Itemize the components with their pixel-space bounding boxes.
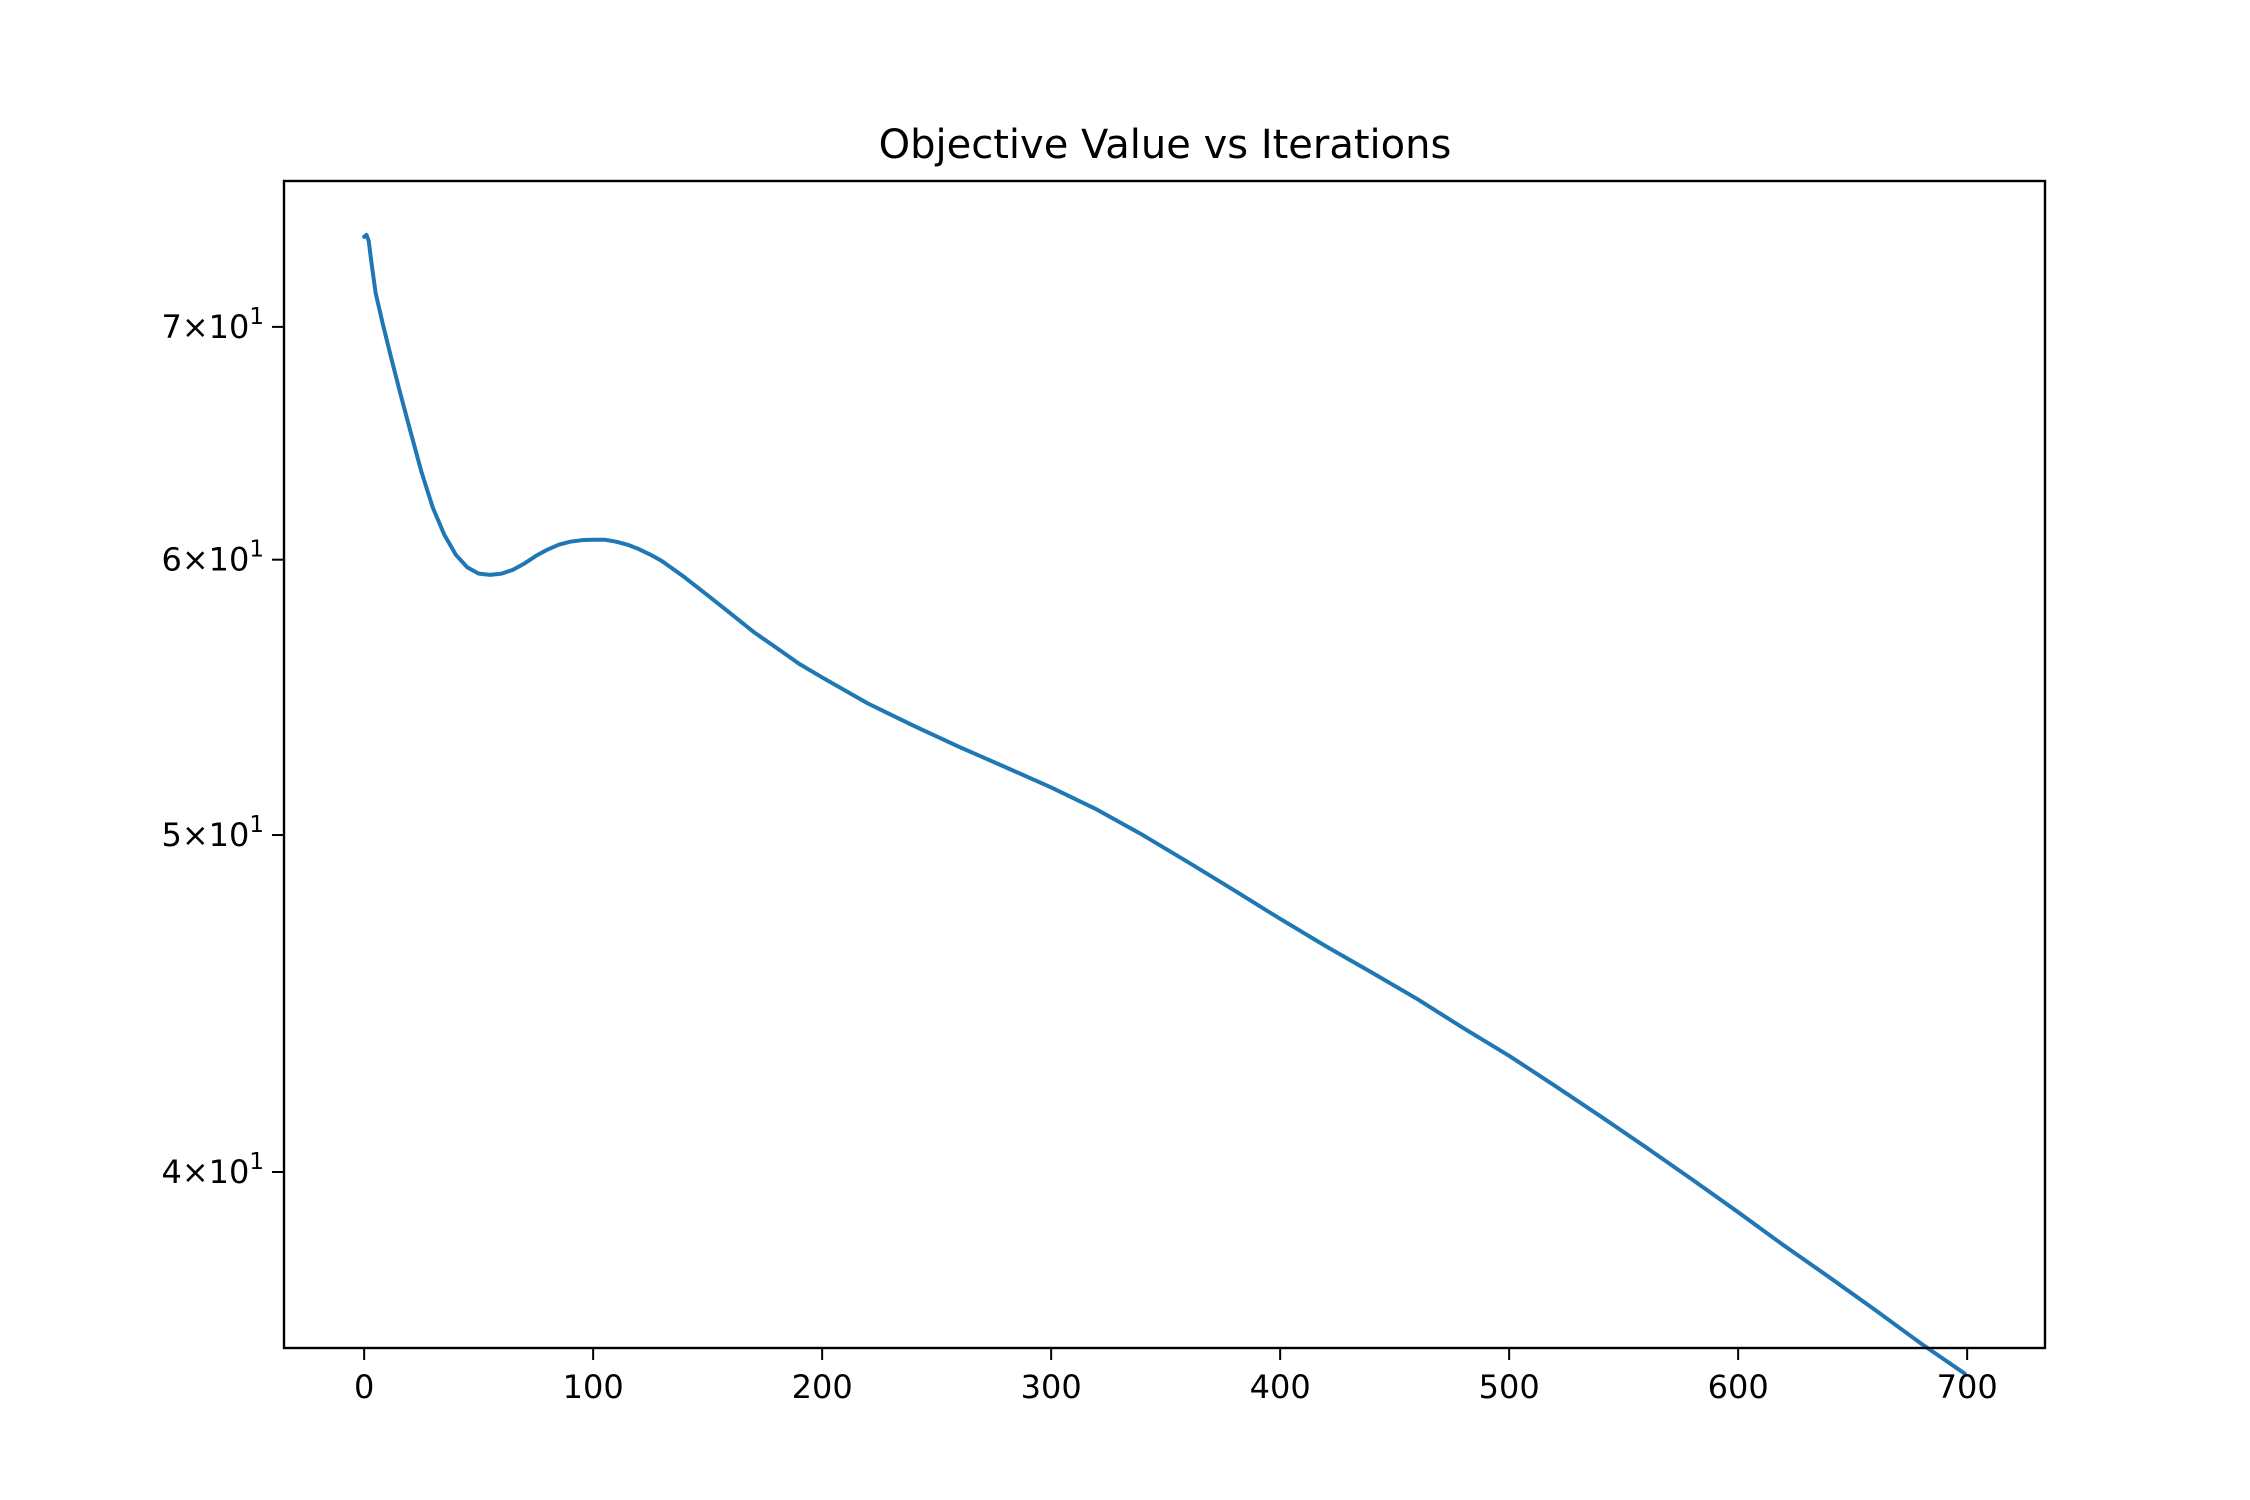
y-tick-times: × — [182, 816, 209, 854]
y-tick-base: 10 — [209, 541, 250, 579]
y-tick-label-2: 6×101 — [161, 537, 264, 579]
y-tick-exponent: 1 — [249, 1149, 264, 1175]
x-tick-label-6: 600 — [1708, 1368, 1769, 1406]
y-tick-exponent: 1 — [249, 812, 264, 838]
x-tick-label-7: 700 — [1937, 1368, 1998, 1406]
y-tick-mantissa: 5 — [161, 816, 181, 854]
x-tick-label-1: 100 — [563, 1368, 624, 1406]
plot-area — [362, 232, 1967, 1376]
x-tick-label-4: 400 — [1250, 1368, 1311, 1406]
y-tick-label-1: 5×101 — [161, 812, 264, 854]
y-tick-base: 10 — [209, 816, 250, 854]
y-tick-times: × — [182, 541, 209, 579]
y-tick-exponent: 1 — [249, 537, 264, 563]
x-tick-label-3: 300 — [1021, 1368, 1082, 1406]
series-line-0 — [362, 232, 1967, 1376]
y-tick-times: × — [182, 308, 209, 346]
y-tick-exponent: 1 — [249, 304, 264, 330]
y-tick-mantissa: 7 — [161, 308, 181, 346]
y-tick-mantissa: 4 — [161, 1153, 181, 1191]
y-tick-base: 10 — [209, 1153, 250, 1191]
x-tick-label-0: 0 — [354, 1368, 374, 1406]
y-tick-label-0: 4×101 — [161, 1149, 264, 1191]
y-tick-base: 10 — [209, 308, 250, 346]
chart-title: Objective Value vs Iterations — [879, 122, 1452, 168]
y-tick-label-3: 7×101 — [161, 304, 264, 346]
y-tick-mantissa: 6 — [161, 541, 181, 579]
plot-frame — [282, 179, 2047, 1350]
x-tick-label-5: 500 — [1479, 1368, 1540, 1406]
x-axis: 0 100 200 300 400 500 600 700 — [354, 1348, 1998, 1406]
x-tick-label-2: 200 — [792, 1368, 853, 1406]
y-tick-times: × — [182, 1153, 209, 1191]
